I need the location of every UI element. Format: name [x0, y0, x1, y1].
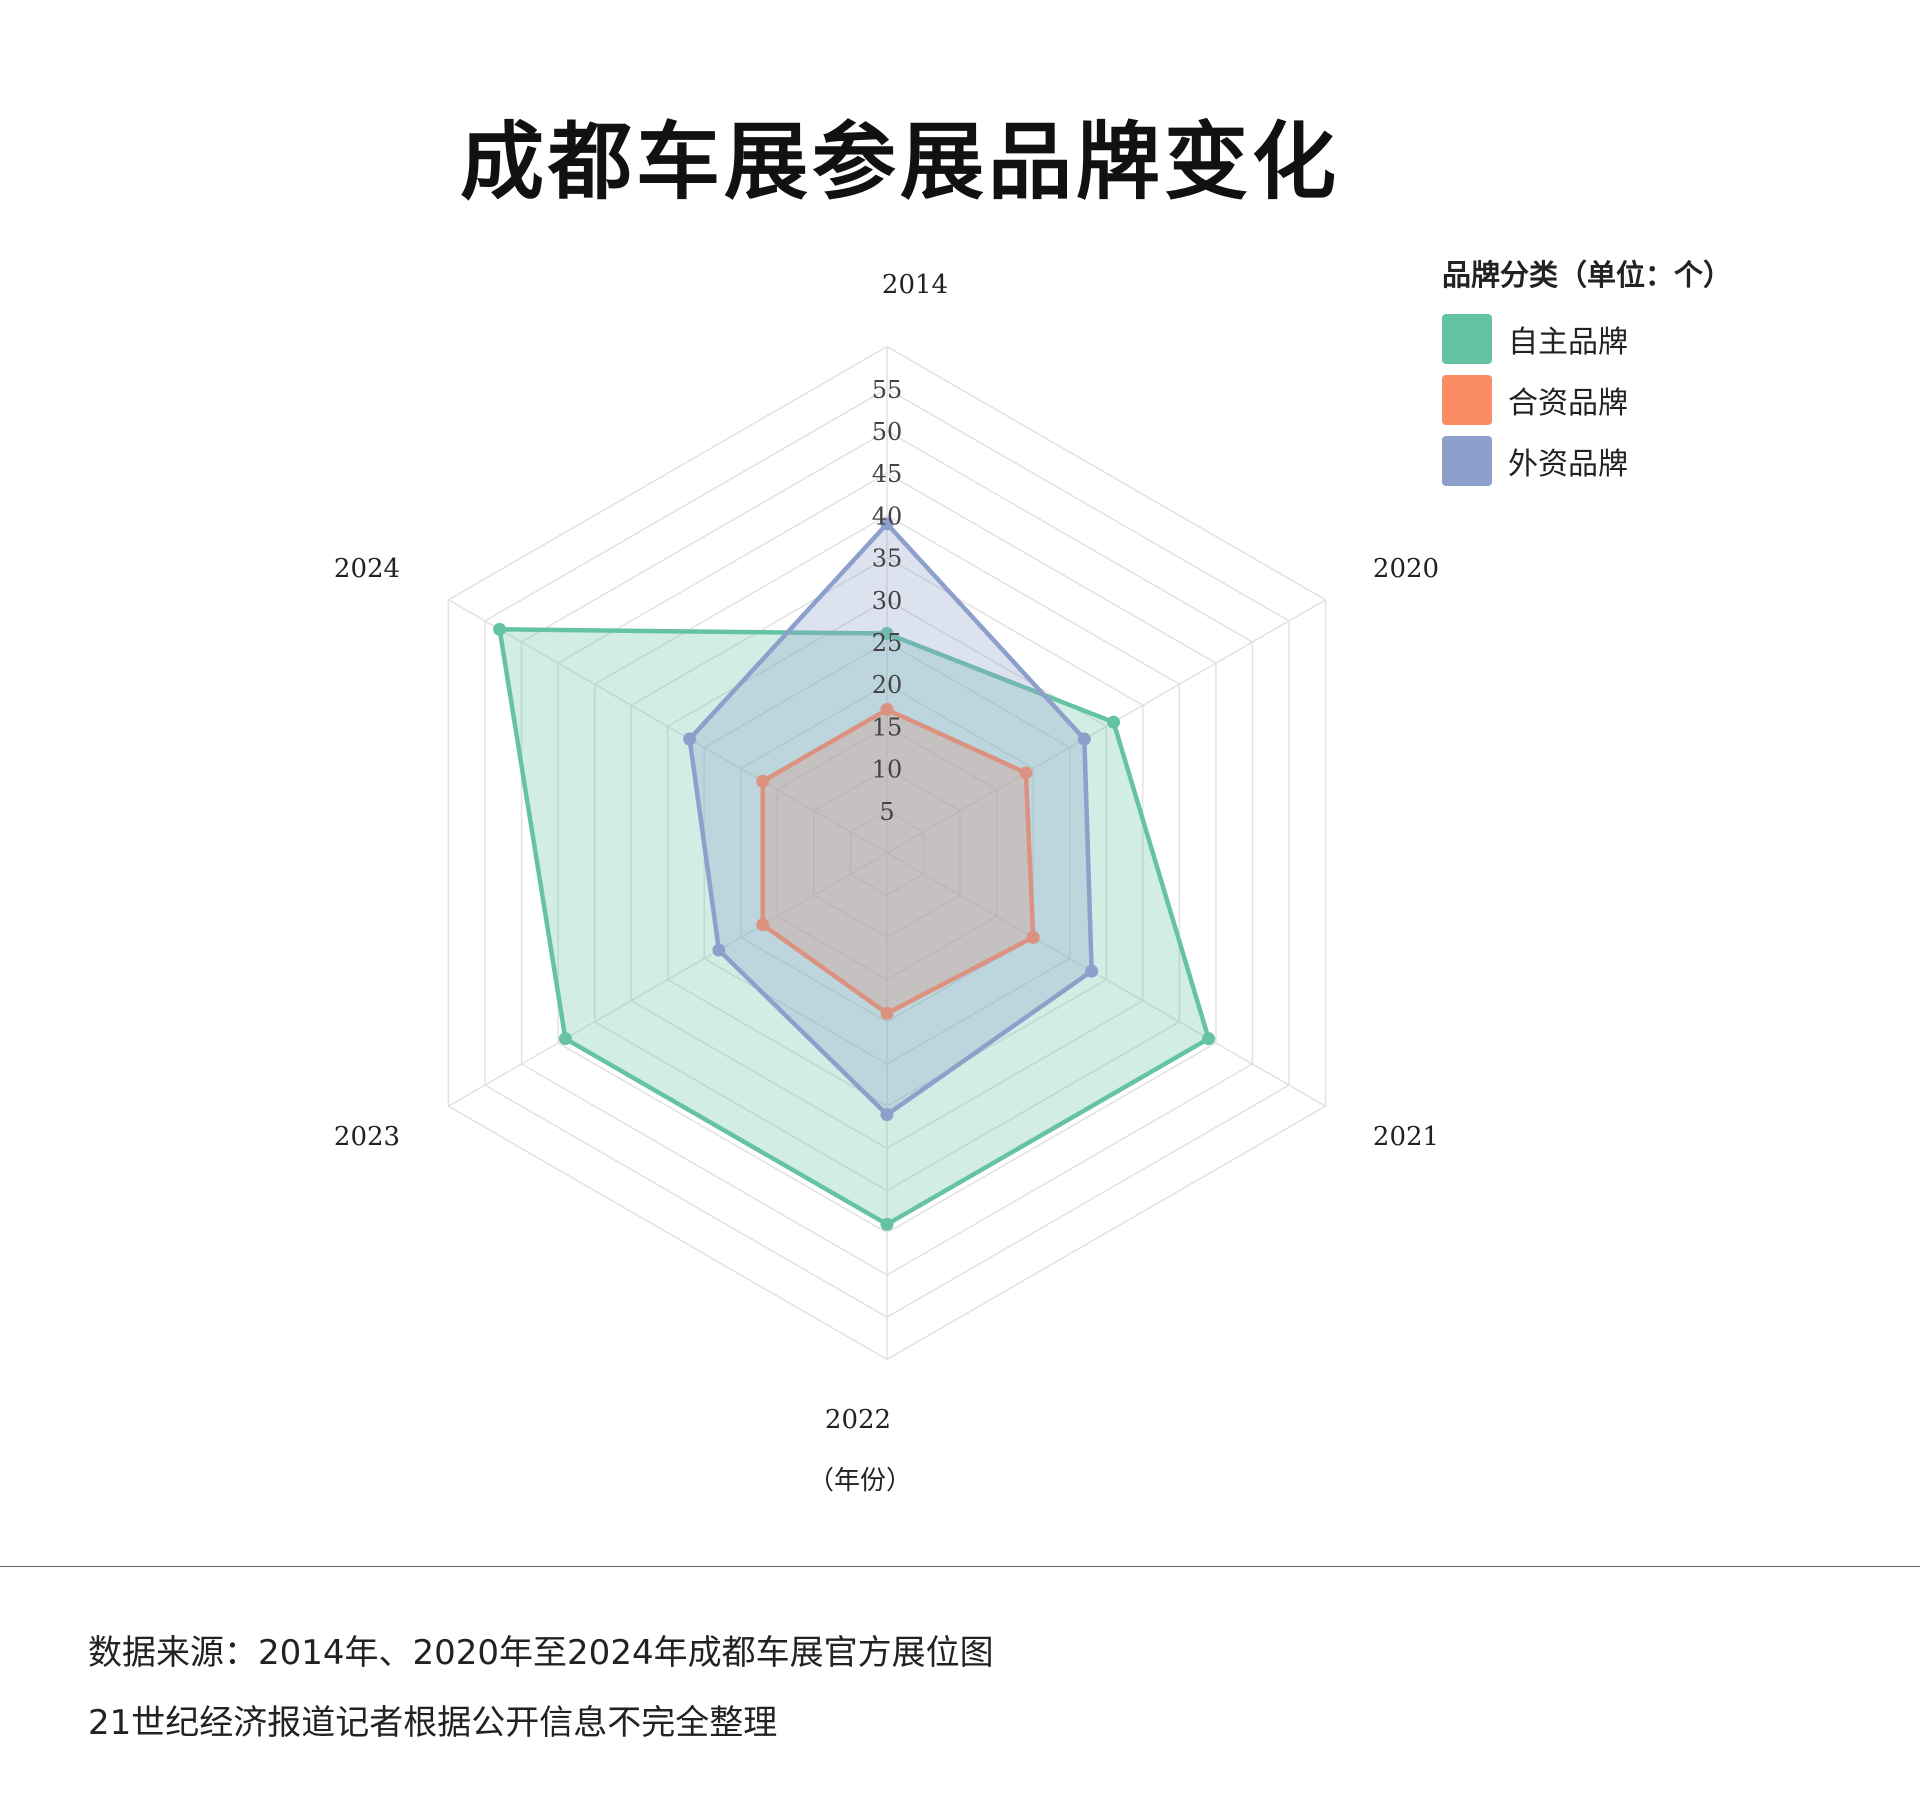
grid-spoke	[886, 599, 1326, 854]
legend-label: 合资品牌	[1508, 386, 1628, 421]
legend-item-foreign[interactable]: 外资品牌	[1442, 436, 1732, 486]
data-point[interactable]	[1026, 930, 1040, 944]
legend-title: 品牌分类（单位：个）	[1442, 258, 1733, 292]
chart-title: 成都车展参展品牌变化	[459, 112, 1340, 211]
category-label: 2020	[1373, 554, 1439, 584]
x-axis-label: （年份）	[807, 1466, 912, 1496]
data-point[interactable]	[1077, 732, 1091, 746]
category-label: 2021	[1373, 1122, 1439, 1152]
data-point[interactable]	[1085, 964, 1099, 978]
data-point[interactable]	[712, 943, 726, 957]
radial-tick-label: 10	[872, 756, 903, 784]
category-labels: 2014 2020 2021 2022 2023 2024	[334, 270, 1439, 1435]
category-label: 2024	[334, 554, 400, 584]
data-point[interactable]	[756, 774, 770, 788]
series-1	[756, 703, 1040, 1020]
legend-label: 外资品牌	[1508, 447, 1628, 482]
radial-tick-label: 50	[872, 418, 903, 446]
data-point[interactable]	[1019, 766, 1033, 780]
grid-spoke	[886, 852, 1326, 1107]
legend-swatch	[1442, 375, 1492, 425]
data-source-note: 数据来源：2014年、2020年至2024年成都车展官方展位图	[88, 1633, 994, 1673]
legend-item-joint-venture[interactable]: 合资品牌	[1442, 375, 1732, 425]
radial-tick-label: 20	[872, 671, 903, 699]
radar-grid	[447, 345, 1327, 1361]
radial-tick-labels: 5 10 15 20 25 30 35 40 45 50 55	[872, 376, 903, 826]
category-label: 2023	[334, 1122, 400, 1152]
data-point[interactable]	[880, 1108, 894, 1122]
category-label: 2022	[825, 1405, 891, 1435]
footer-divider	[0, 1566, 1920, 1567]
legend-swatch	[1442, 314, 1492, 364]
legend-swatch	[1442, 436, 1492, 486]
radial-tick-label: 45	[872, 460, 903, 488]
legend: 品牌分类（单位：个） 自主品牌 合资品牌 外资品牌	[1442, 252, 1732, 497]
credit-note: 21世纪经济报道记者根据公开信息不完全整理	[88, 1703, 778, 1743]
data-point[interactable]	[683, 732, 697, 746]
data-point[interactable]	[880, 627, 894, 641]
legend-label: 自主品牌	[1508, 325, 1628, 360]
category-label: 2014	[882, 270, 948, 300]
radial-tick-label: 55	[872, 376, 903, 404]
legend-item-independent[interactable]: 自主品牌	[1442, 314, 1732, 364]
grid-spoke	[448, 599, 888, 854]
data-point[interactable]	[558, 1032, 572, 1046]
radial-tick-label: 35	[872, 545, 903, 573]
radial-tick-label: 25	[872, 629, 903, 657]
series-2	[683, 517, 1099, 1122]
radial-tick-label: 30	[872, 587, 903, 615]
radial-tick-label: 15	[872, 713, 903, 741]
radial-tick-label: 5	[879, 798, 894, 826]
data-point[interactable]	[880, 703, 894, 717]
radar-series	[493, 517, 1216, 1231]
data-point[interactable]	[756, 918, 770, 932]
data-point[interactable]	[880, 1217, 894, 1231]
series-0	[493, 622, 1216, 1231]
data-point[interactable]	[880, 517, 894, 531]
data-point[interactable]	[880, 1006, 894, 1020]
data-point[interactable]	[1202, 1032, 1216, 1046]
data-point[interactable]	[1107, 715, 1121, 729]
data-point[interactable]	[493, 622, 507, 636]
radial-tick-label: 40	[872, 502, 903, 530]
grid-spoke	[448, 852, 888, 1107]
